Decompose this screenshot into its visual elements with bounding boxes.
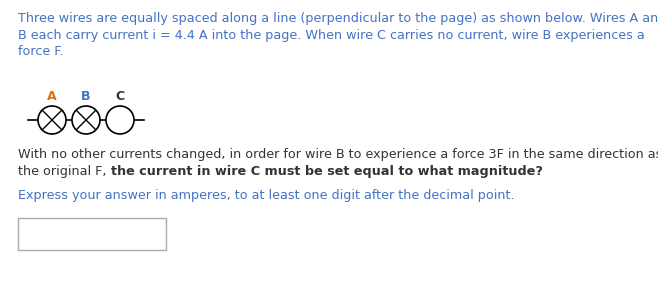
Text: Express your answer in amperes, to at least one digit after the decimal point.: Express your answer in amperes, to at le… [18,189,515,202]
Text: B: B [81,90,91,103]
Text: C: C [115,90,124,103]
Bar [18,217,166,250]
Text: the original F,: the original F, [18,165,111,178]
Text: A: A [47,90,57,103]
Ellipse shape [38,106,66,134]
Text: Three wires are equally spaced along a line (perpendicular to the page) as shown: Three wires are equally spaced along a l… [18,12,658,25]
Ellipse shape [72,106,100,134]
Text: the current in wire C must be set equal to what magnitude?: the current in wire C must be set equal … [111,165,542,178]
Text: B each carry current i = 4.4 A into the page. When wire C carries no current, wi: B each carry current i = 4.4 A into the … [18,29,645,42]
Ellipse shape [106,106,134,134]
Text: force F.: force F. [18,45,64,58]
Text: With no other currents changed, in order for wire B to experience a force 3F in : With no other currents changed, in order… [18,148,658,161]
